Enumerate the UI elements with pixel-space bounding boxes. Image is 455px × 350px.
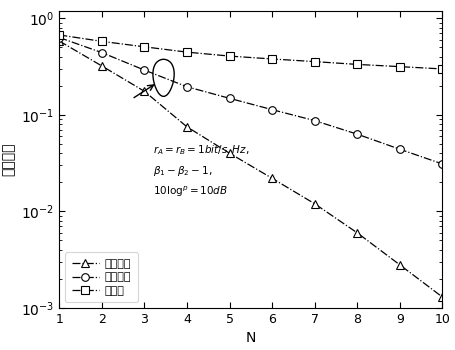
最大最小 xyxy=(439,162,444,166)
最大最小 xyxy=(269,107,274,112)
所提算法 xyxy=(226,151,232,155)
Line: 最大最小: 最大最小 xyxy=(56,34,445,168)
最大和 xyxy=(354,62,359,66)
所提算法 xyxy=(396,263,402,267)
最大和 xyxy=(184,50,189,54)
所提算法 xyxy=(184,125,189,129)
最大最小 xyxy=(226,96,232,100)
最大最小 xyxy=(184,85,189,89)
最大最小 xyxy=(311,119,317,123)
Line: 所提算法: 所提算法 xyxy=(56,37,445,301)
Legend: 所提算法, 最大最小, 最大和: 所提算法, 最大最小, 最大和 xyxy=(65,252,138,302)
最大和 xyxy=(56,33,62,37)
最大最小 xyxy=(99,50,104,55)
最大最小 xyxy=(396,147,402,151)
所提算法 xyxy=(142,89,147,93)
Y-axis label: 中断概率: 中断概率 xyxy=(1,142,15,176)
最大和 xyxy=(99,39,104,43)
最大和 xyxy=(269,57,274,61)
所提算法 xyxy=(99,64,104,68)
Text: $\beta_1 - \beta_2 - 1,$: $\beta_1 - \beta_2 - 1,$ xyxy=(153,164,212,178)
最大和 xyxy=(396,64,402,69)
所提算法 xyxy=(311,202,317,206)
最大最小 xyxy=(354,132,359,136)
Line: 最大和: 最大和 xyxy=(56,31,445,73)
所提算法 xyxy=(354,231,359,235)
所提算法 xyxy=(439,295,444,299)
所提算法 xyxy=(269,176,274,180)
最大和 xyxy=(226,54,232,58)
所提算法 xyxy=(56,39,62,43)
最大最小 xyxy=(56,35,62,40)
最大和 xyxy=(142,45,147,49)
X-axis label: N: N xyxy=(245,331,255,345)
最大和 xyxy=(311,60,317,64)
Text: $10\mathrm{log}^p = 10dB$: $10\mathrm{log}^p = 10dB$ xyxy=(153,184,228,199)
Text: $r_A = r_B = 1bit/s.Hz,$: $r_A = r_B = 1bit/s.Hz,$ xyxy=(153,143,249,157)
最大和 xyxy=(439,67,444,71)
最大最小 xyxy=(142,68,147,72)
